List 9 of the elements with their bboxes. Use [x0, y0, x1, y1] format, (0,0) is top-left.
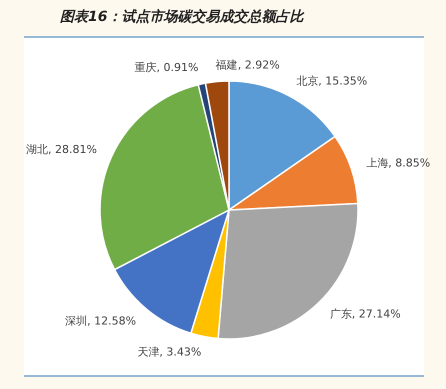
slice-label: 天津, 3.43%	[137, 345, 202, 358]
chart-title: 图表16：试点市场碳交易成交总额占比	[60, 8, 306, 25]
slice-label: 湖北, 28.81%	[26, 143, 97, 156]
slice-label: 北京, 15.35%	[296, 74, 368, 88]
slice-label: 福建, 2.92%	[216, 58, 280, 72]
slice-label: 深圳, 12.58%	[65, 314, 136, 328]
slice-label: 重庆, 0.91%	[134, 61, 198, 74]
slice-label: 上海, 8.85%	[366, 156, 430, 170]
slice-label: 广东, 27.14%	[330, 307, 401, 320]
